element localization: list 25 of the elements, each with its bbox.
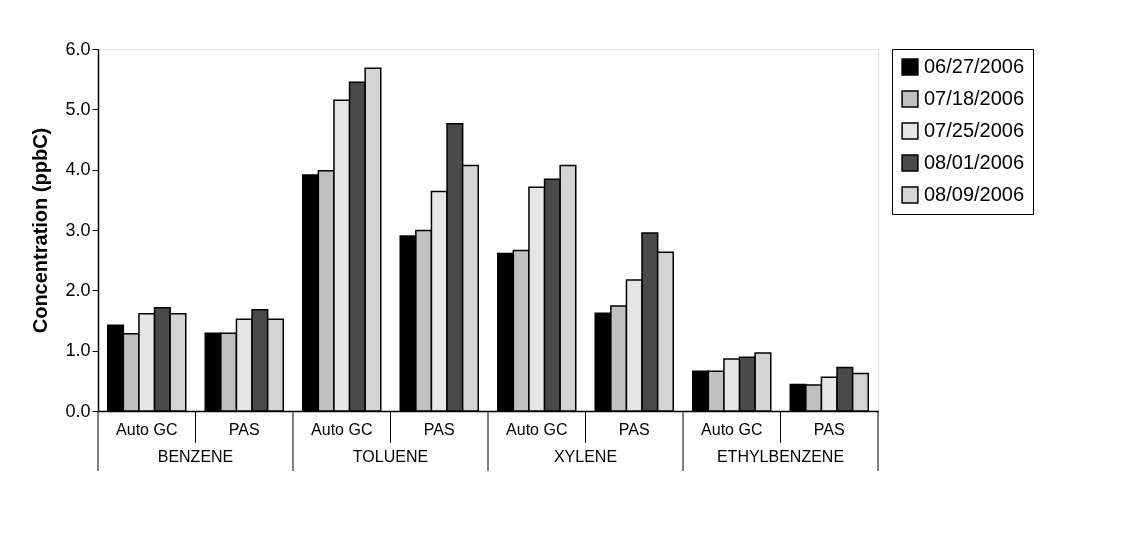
y-tick-label: 4.0: [65, 159, 91, 180]
x-tick-label: PAS: [423, 420, 455, 438]
y-tick-label: 1.0: [65, 340, 91, 361]
x-tick-label: Auto GC: [701, 420, 763, 438]
y-tick-label: 3.0: [65, 219, 91, 240]
x-tick-label: Auto GC: [506, 420, 568, 438]
text: TOLUENE: [352, 448, 429, 465]
text: XYLENE: [553, 448, 618, 465]
legend-label: 07/18/2006: [924, 87, 1025, 109]
y-tick-label: 2.0: [65, 279, 91, 300]
legend-label: 06/27/2006: [924, 55, 1025, 77]
legend-label: 08/01/2006: [924, 151, 1025, 173]
x-tick-label: PAS: [228, 420, 260, 438]
text: BENZENE: [157, 448, 234, 465]
y-axis-title: Concentration (ppbC): [29, 127, 52, 334]
legend-label: 07/25/2006: [924, 119, 1025, 141]
x-tick-label: Auto GC: [311, 420, 373, 438]
y-tick-label: 6.0: [65, 38, 91, 59]
y-tick-label: 0.0: [65, 400, 91, 421]
text: ETHYLBENZENE: [716, 448, 845, 465]
x-tick-label: PAS: [813, 420, 845, 438]
y-tick-label: 5.0: [65, 98, 91, 119]
x-tick-label: PAS: [618, 420, 650, 438]
legend-label: 08/09/2006: [924, 183, 1025, 205]
x-tick-label: Auto GC: [116, 420, 178, 438]
